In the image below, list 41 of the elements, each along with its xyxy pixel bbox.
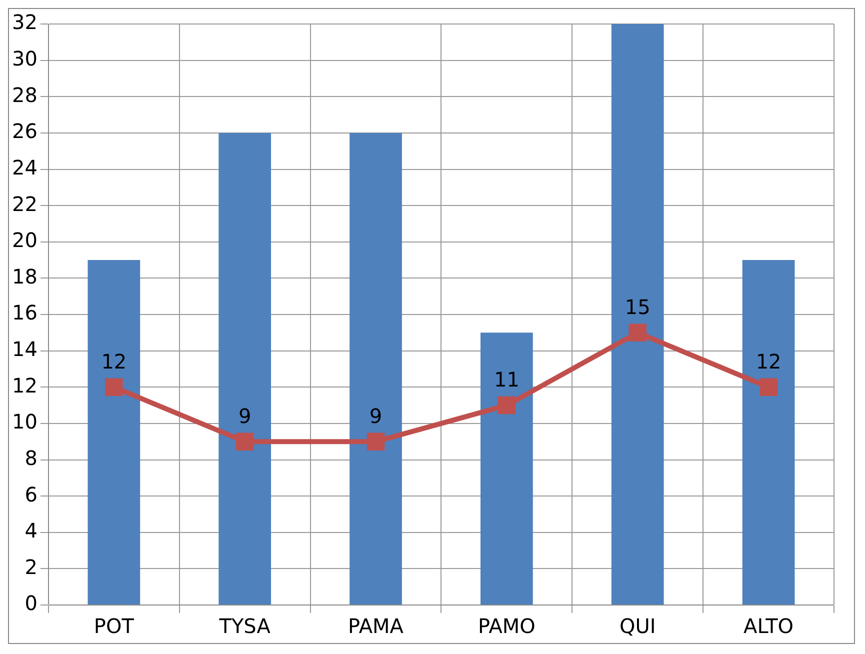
y-tick-label: 10 [12,410,38,434]
y-tick-label: 32 [12,10,38,34]
data-label: 12 [756,349,782,374]
y-tick-label: 14 [12,337,38,362]
point [105,378,123,396]
data-label: 9 [369,404,382,428]
y-tick-label: 8 [24,446,38,470]
x-tick-label: TYSA [218,614,271,638]
y-tick-label: 18 [12,264,38,288]
x-tick-label: ALTO [744,614,794,638]
data-label: 11 [494,367,520,392]
y-tick-label: 12 [12,373,38,398]
y-tick-label: 4 [24,518,38,543]
y-tick-label: 24 [12,155,38,180]
x-tick-label: QUI [619,614,656,638]
data-label: 15 [624,294,650,319]
x-tick-label: PAMA [348,614,404,638]
y-tick-label: 6 [24,482,38,506]
point [236,432,254,450]
point [366,432,385,450]
y-tick-label: 20 [12,228,38,252]
bar [88,260,140,604]
data-label: 12 [101,349,127,374]
point [498,396,516,414]
bar [480,332,533,604]
y-tick-label: 16 [12,300,38,325]
bar [611,24,664,604]
data-label: 9 [238,404,252,428]
y-tick-label: 30 [12,46,38,71]
point [760,378,778,396]
x-tick-label: POT [94,614,135,638]
bar [742,260,795,604]
point [628,324,646,342]
y-tick-label: 28 [12,82,38,107]
y-tick-label: 0 [24,591,38,616]
y-tick-label: 22 [12,192,38,216]
bar [218,132,272,604]
x-tick-label: PAMO [478,614,536,638]
bar [350,132,402,604]
y-tick-label: 2 [24,554,38,579]
y-tick-label: 26 [12,119,38,144]
